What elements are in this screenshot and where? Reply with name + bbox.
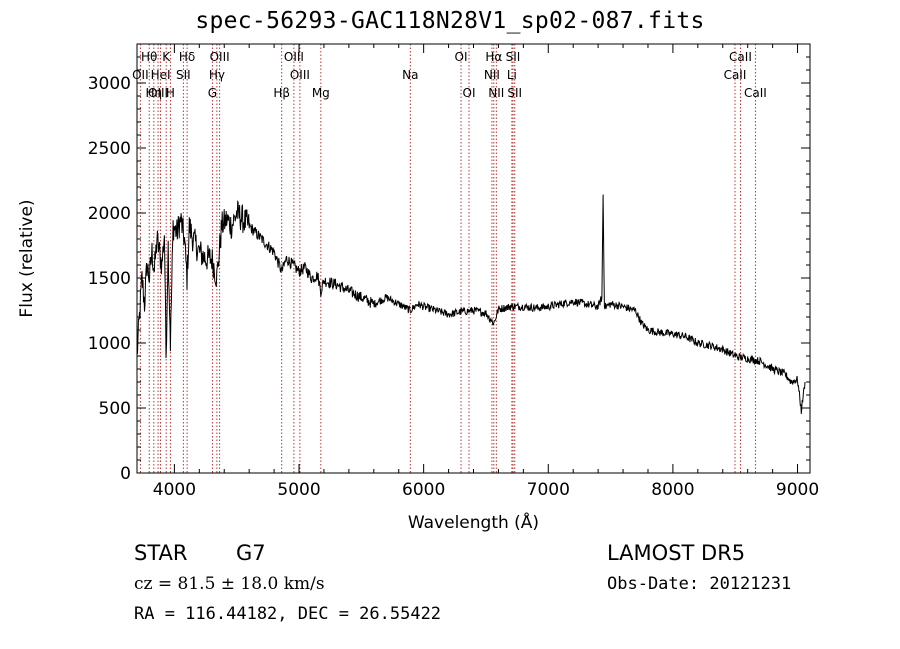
x-tick-label-5: 9000 [776,480,819,500]
line-label-0: Hθ [141,50,157,64]
observation-date: Obs-Date: 20121231 [607,574,792,594]
line-label-23: Li [507,68,517,82]
line-label-9: OIII [210,50,230,64]
line-label-25: CaII [729,50,752,64]
x-tick-label-4: 8000 [651,480,694,500]
line-label-16: Na [402,68,418,82]
x-tick-label-3: 7000 [527,480,570,500]
y-tick-label-0: 0 [120,464,131,484]
line-label-10: Hγ [209,68,225,82]
line-label-2: OIII [148,86,168,100]
axis-ticks: 4000 5000 6000 7000 8000 9000 0 500 1000 1500 2000… [88,44,819,500]
line-label-17: OI [455,50,468,64]
chart-title: spec-56293-GAC118N28V1_sp02-087.fits [195,8,705,34]
plot-frame [136,43,811,474]
line-label-18: OI [463,86,476,100]
line-label-7: Hδ [179,50,195,64]
survey-name: LAMOST DR5 [607,541,746,565]
line-label-6: H [166,86,175,100]
y-tick-label-2: 1000 [88,334,131,354]
y-tick-label-6: 3000 [88,74,131,94]
x-tick-label-2: 6000 [402,480,445,500]
spectral-line-markers [139,44,756,473]
redshift-velocity: cz = 81.5 ± 18.0 km/s [134,574,325,594]
line-label-24: SII [507,86,522,100]
line-label-21: NII [488,86,504,100]
line-label-19: Hα [485,50,502,64]
object-subclass: G7 [236,541,266,565]
line-label-27: CaII [744,86,767,100]
y-tick-label-1: 500 [99,399,131,419]
line-label-11: G [208,86,217,100]
line-label-26: CaII [724,68,747,82]
line-label-4: HeI [151,68,171,82]
object-class: STAR [134,541,188,565]
line-label-15: Mg [312,86,330,100]
line-label-13: OIII [284,50,304,64]
x-tick-label-0: 4000 [153,480,196,500]
line-label-3: Hη [146,86,163,100]
line-label-8: SII [176,68,191,82]
spectrum-series [136,194,806,414]
y-tick-label-4: 2000 [88,204,131,224]
y-tick-label-5: 2500 [88,139,131,159]
line-label-22: SII [506,50,521,64]
x-tick-label-1: 5000 [277,480,320,500]
line-label-14: OIII [290,68,310,82]
spectrum-line [136,194,806,414]
coordinates: RA = 116.44182, DEC = 26.55422 [134,604,442,624]
line-label-1: OII [132,68,149,82]
line-label-12: Hβ [273,86,290,100]
line-label-5: K [162,50,171,64]
x-axis-label: Wavelength (Å) [408,511,539,533]
y-tick-label-3: 1500 [88,269,131,289]
y-axis-label: Flux (relative) [17,199,37,317]
line-label-20: NII [484,68,500,82]
